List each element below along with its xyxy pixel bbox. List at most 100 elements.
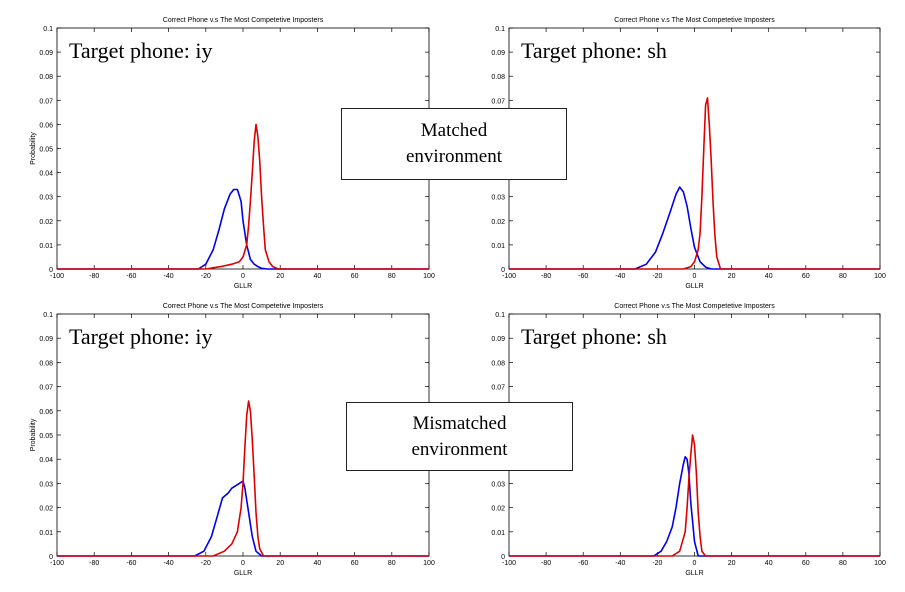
y-tick-label: 0 (501, 267, 505, 274)
x-tick-label: -20 (652, 273, 662, 280)
y-axis-label: Probability (30, 418, 37, 451)
x-tick-label: -100 (50, 273, 64, 280)
y-tick-label: 0.05 (39, 147, 53, 154)
y-tick-label: 0.02 (39, 219, 53, 226)
series-line-2 (57, 123, 429, 270)
x-tick-label: 20 (276, 273, 284, 280)
mismatched-box-line2: environment (411, 438, 508, 460)
series-line-2 (509, 434, 880, 557)
chart-title: Correct Phone v.s The Most Competetive I… (163, 17, 324, 24)
y-tick-label: 0.07 (491, 385, 505, 392)
x-tick-label: 100 (423, 273, 435, 280)
x-tick-label: 60 (802, 560, 810, 567)
chart-3: Correct Phone v.s The Most Competetive I… (30, 303, 435, 577)
y-tick-label: 0.03 (491, 481, 505, 488)
y-tick-label: 0.07 (491, 98, 505, 105)
x-tick-label: 100 (874, 560, 886, 567)
mismatched-box-line1: Mismatched (412, 412, 507, 434)
x-tick-label: 40 (765, 560, 773, 567)
x-tick-label: -60 (578, 273, 588, 280)
x-tick-label: 100 (423, 560, 435, 567)
chart-2: Correct Phone v.s The Most Competetive I… (491, 17, 886, 290)
y-tick-label: 0.01 (39, 243, 53, 250)
y-tick-label: 0.01 (491, 243, 505, 250)
x-tick-label: -80 (541, 560, 551, 567)
y-tick-label: 0.02 (491, 219, 505, 226)
x-tick-label: 80 (388, 560, 396, 567)
x-axis-label: GLLR (234, 570, 252, 577)
x-tick-label: 20 (728, 560, 736, 567)
chart-title: Correct Phone v.s The Most Competetive I… (614, 17, 775, 24)
x-tick-label: 60 (351, 560, 359, 567)
x-tick-label: -80 (89, 273, 99, 280)
y-tick-label: 0.03 (39, 481, 53, 488)
y-tick-label: 0 (501, 554, 505, 561)
y-tick-label: 0.1 (495, 26, 505, 33)
mismatched-environment-box: Mismatched environment (346, 402, 573, 471)
x-tick-label: -80 (541, 273, 551, 280)
y-tick-label: 0.04 (39, 171, 53, 178)
x-tick-label: -40 (615, 560, 625, 567)
x-tick-label: 0 (241, 273, 245, 280)
x-tick-label: 60 (351, 273, 359, 280)
y-tick-label: 0.08 (491, 360, 505, 367)
y-tick-label: 0.09 (491, 336, 505, 343)
y-tick-label: 0.06 (39, 409, 53, 416)
x-tick-label: 80 (839, 560, 847, 567)
x-tick-label: 80 (388, 273, 396, 280)
annotation-target-phone: Target phone: sh (521, 38, 667, 63)
y-tick-label: 0.1 (43, 312, 53, 319)
y-tick-label: 0.02 (39, 506, 53, 513)
y-tick-label: 0.07 (39, 385, 53, 392)
series-line-2 (509, 97, 880, 270)
x-tick-label: -40 (164, 273, 174, 280)
series-line-1 (57, 188, 429, 270)
x-tick-label: 60 (802, 273, 810, 280)
y-tick-label: 0.08 (39, 74, 53, 81)
series-line-2 (57, 400, 429, 557)
annotation-target-phone: Target phone: iy (69, 324, 212, 349)
x-tick-label: 40 (765, 273, 773, 280)
x-tick-label: -40 (164, 560, 174, 567)
y-tick-label: 0.1 (495, 312, 505, 319)
x-tick-label: -60 (126, 273, 136, 280)
series-line-1 (509, 455, 880, 557)
matched-box-line1: Matched (420, 120, 488, 141)
x-tick-label: -20 (652, 560, 662, 567)
x-tick-label: 20 (276, 560, 284, 567)
y-tick-label: 0.08 (39, 360, 53, 367)
x-tick-label: -20 (201, 560, 211, 567)
x-tick-label: 0 (693, 273, 697, 280)
y-tick-label: 0.01 (39, 530, 53, 537)
y-tick-label: 0 (49, 554, 53, 561)
x-axis-label: GLLR (685, 570, 703, 577)
y-tick-label: 0.09 (491, 50, 505, 57)
chart-title: Correct Phone v.s The Most Competetive I… (614, 303, 775, 310)
x-tick-label: 0 (241, 560, 245, 567)
y-axis-label: Probability (30, 132, 37, 165)
y-tick-label: 0.07 (39, 98, 53, 105)
x-tick-label: 20 (728, 273, 736, 280)
x-tick-label: 0 (693, 560, 697, 567)
series-line-1 (509, 186, 880, 270)
y-tick-label: 0 (49, 267, 53, 274)
x-tick-label: -100 (50, 560, 64, 567)
y-tick-label: 0.05 (39, 433, 53, 440)
chart-title: Correct Phone v.s The Most Competetive I… (163, 303, 324, 310)
series-line-1 (57, 480, 429, 557)
chart-1: Correct Phone v.s The Most Competetive I… (30, 17, 435, 290)
x-tick-label: 40 (314, 273, 322, 280)
y-tick-label: 0.08 (491, 74, 505, 81)
y-tick-label: 0.02 (491, 506, 505, 513)
x-axis-label: GLLR (234, 283, 252, 290)
annotation-target-phone: Target phone: sh (521, 324, 667, 349)
y-tick-label: 0.09 (39, 50, 53, 57)
x-axis-label: GLLR (685, 283, 703, 290)
y-tick-label: 0.09 (39, 336, 53, 343)
chart-4: Correct Phone v.s The Most Competetive I… (491, 303, 886, 577)
y-tick-label: 0.04 (39, 457, 53, 464)
x-tick-label: -60 (578, 560, 588, 567)
y-tick-label: 0.1 (43, 26, 53, 33)
x-tick-label: 40 (314, 560, 322, 567)
